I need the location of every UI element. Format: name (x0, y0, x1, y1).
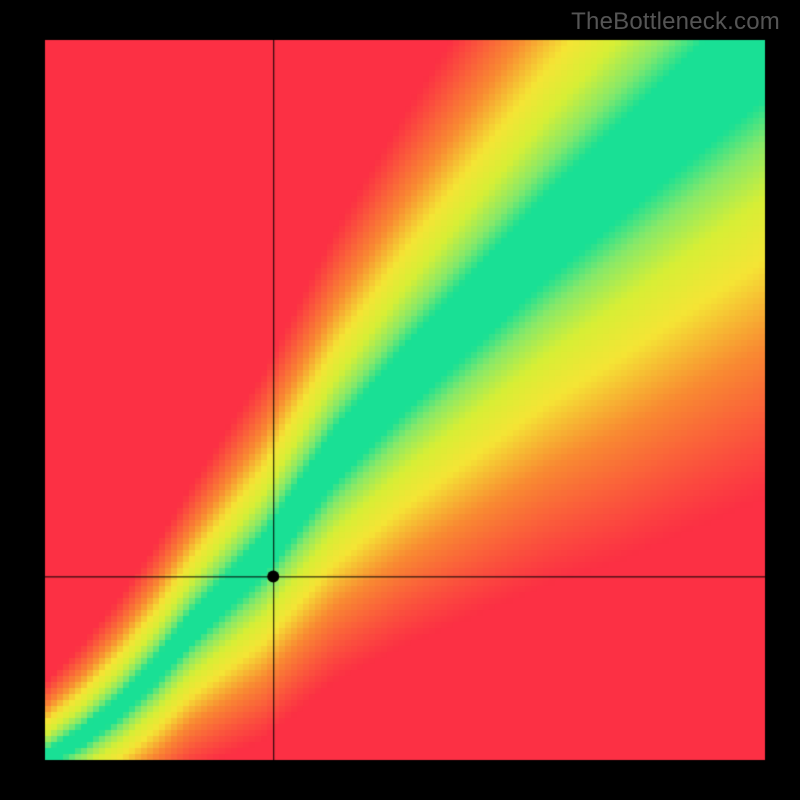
watermark-label: TheBottleneck.com (571, 8, 780, 36)
bottleneck-heatmap (0, 0, 800, 800)
